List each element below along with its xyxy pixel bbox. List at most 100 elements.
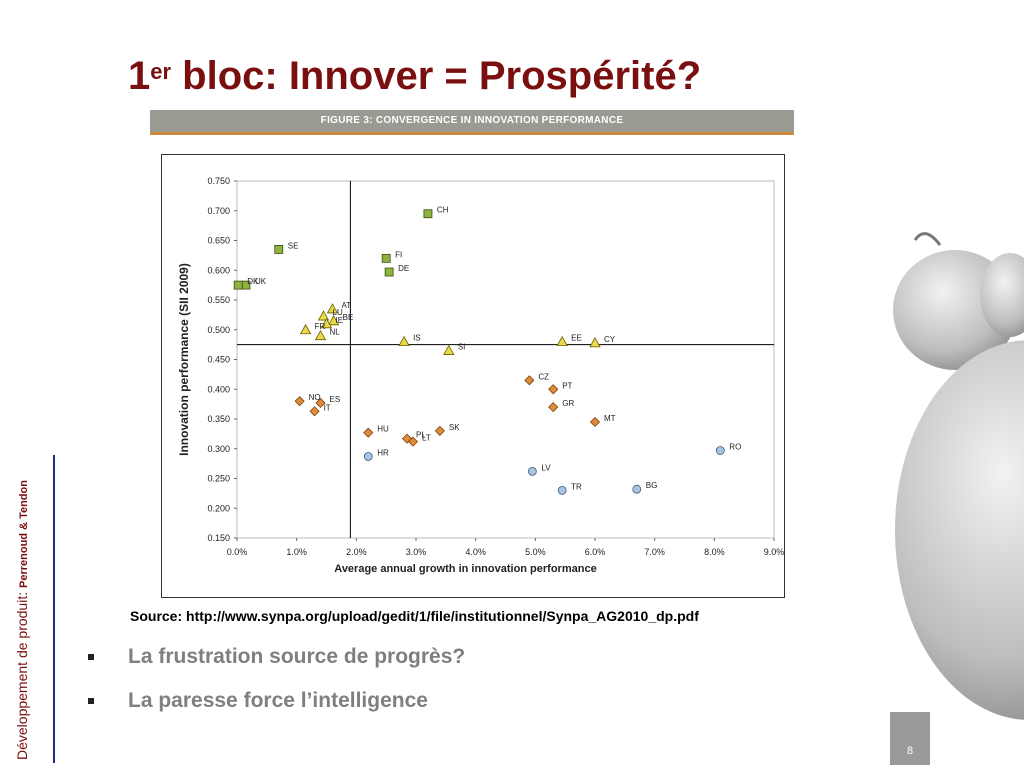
page-number: 8 — [906, 745, 914, 757]
data-point — [274, 245, 284, 254]
data-point-label: MT — [604, 414, 616, 423]
data-point — [589, 416, 601, 428]
x-axis-label: Average annual growth in innovation perf… — [334, 563, 596, 575]
data-point — [294, 396, 305, 407]
x-tick-label: 9.0% — [764, 547, 784, 557]
data-point-label: ES — [330, 395, 341, 404]
data-point-label: FI — [395, 250, 402, 259]
source-citation: Source: http://www.synpa.org/upload/gedi… — [130, 608, 699, 624]
data-point-label: RO — [729, 443, 741, 452]
data-point-label: LV — [541, 463, 551, 472]
data-point — [398, 335, 410, 347]
data-point — [556, 335, 568, 347]
data-point-label: SI — [458, 343, 466, 352]
data-point-label: CZ — [538, 372, 549, 381]
x-tick-label: 7.0% — [644, 547, 665, 557]
data-point — [434, 425, 445, 436]
page-number-box: 8 — [890, 712, 930, 765]
vertical-footer-text: Développement de produit: Perrenoud & Te… — [14, 480, 30, 760]
data-point-label: HU — [377, 425, 389, 434]
y-tick-label: 0.450 — [207, 355, 230, 365]
y-tick-label: 0.550 — [207, 295, 230, 305]
data-point-label: SK — [449, 423, 460, 432]
data-point — [384, 267, 394, 277]
scatter-chart: 0.150 0.200 0.250 0.300 0.350 0.400 0.450 0.500… — [161, 154, 785, 598]
data-point-label: BE — [343, 313, 354, 322]
y-tick-label: 0.600 — [207, 265, 230, 275]
data-point-label: EE — [571, 334, 582, 343]
x-tick-label: 4.0% — [465, 547, 486, 557]
vertical-divider — [53, 455, 55, 763]
data-point-label: LU — [333, 308, 343, 317]
x-tick-label: 0.0% — [227, 547, 248, 557]
data-point-label: CY — [604, 335, 616, 344]
data-point-label: DE — [398, 264, 409, 273]
data-point-label: BG — [646, 481, 658, 490]
bullet-list: La frustration source de progrès? La par… — [88, 643, 465, 731]
data-point — [233, 280, 243, 290]
data-point — [557, 485, 567, 495]
x-tick-label: 2.0% — [346, 547, 367, 557]
y-tick-label: 0.500 — [207, 325, 230, 335]
data-point-label: PT — [562, 381, 572, 390]
y-tick-label: 0.250 — [207, 474, 230, 484]
data-point-label: IE — [336, 316, 344, 325]
data-point-label: NO — [309, 393, 321, 402]
data-point — [299, 323, 312, 335]
data-point — [326, 303, 339, 314]
y-tick-label: 0.700 — [207, 206, 230, 216]
data-point — [548, 384, 559, 395]
bullet-square-icon — [88, 654, 94, 660]
y-axis-label: Innovation performance (SII 2009) — [177, 263, 191, 456]
data-point-label: FR — [315, 322, 326, 331]
data-point-label: IS — [413, 334, 421, 343]
bullet-item: La frustration source de progrès? — [88, 643, 465, 687]
x-tick-label: 1.0% — [286, 547, 307, 557]
data-point-label: HR — [377, 448, 389, 457]
chart-svg: 0.150 0.200 0.250 0.300 0.350 0.400 0.450 0.500… — [177, 176, 784, 575]
data-point-label: AT — [341, 301, 351, 310]
data-point — [407, 436, 419, 447]
data-point-label: NL — [330, 328, 341, 337]
data-point — [363, 452, 373, 461]
y-tick-label: 0.750 — [207, 176, 230, 186]
data-point-label: PL — [416, 431, 426, 440]
data-point — [548, 402, 559, 413]
data-point — [317, 310, 330, 321]
y-tick-label: 0.300 — [207, 444, 230, 454]
data-point-label: CH — [437, 206, 449, 215]
slide-title: 1er bloc: Innover = Prospérité? — [128, 54, 702, 98]
data-point-label: SE — [288, 241, 299, 250]
data-point — [327, 315, 340, 326]
data-point-label: DK — [247, 277, 259, 286]
data-point — [527, 466, 537, 476]
y-tick-label: 0.200 — [207, 503, 230, 513]
y-tick-label: 0.650 — [207, 236, 230, 246]
data-point — [423, 209, 433, 219]
data-point-label: UK — [255, 277, 267, 286]
data-point — [381, 253, 391, 263]
x-tick-label: 5.0% — [525, 547, 546, 557]
data-point — [309, 406, 320, 417]
data-point-label: GR — [562, 399, 574, 408]
data-point-label: IT — [324, 403, 331, 412]
plot-area — [236, 180, 775, 539]
y-tick-label: 0.350 — [207, 414, 230, 424]
x-tick-label: 8.0% — [704, 547, 725, 557]
data-point — [715, 446, 725, 455]
x-tick-label: 6.0% — [585, 547, 606, 557]
data-point — [632, 484, 642, 494]
data-point — [314, 329, 327, 341]
data-point — [443, 344, 455, 355]
decorative-fruit-image — [893, 232, 1024, 720]
y-tick-label: 0.400 — [207, 384, 230, 394]
data-point-label: LT — [422, 434, 431, 443]
bullet-square-icon — [88, 698, 94, 704]
y-tick-label: 0.150 — [207, 533, 230, 543]
data-point — [589, 337, 601, 348]
x-tick-label: 3.0% — [406, 547, 427, 557]
data-point — [320, 317, 333, 329]
data-point — [363, 427, 374, 438]
data-point — [524, 375, 535, 386]
title-superscript: er — [150, 59, 172, 84]
